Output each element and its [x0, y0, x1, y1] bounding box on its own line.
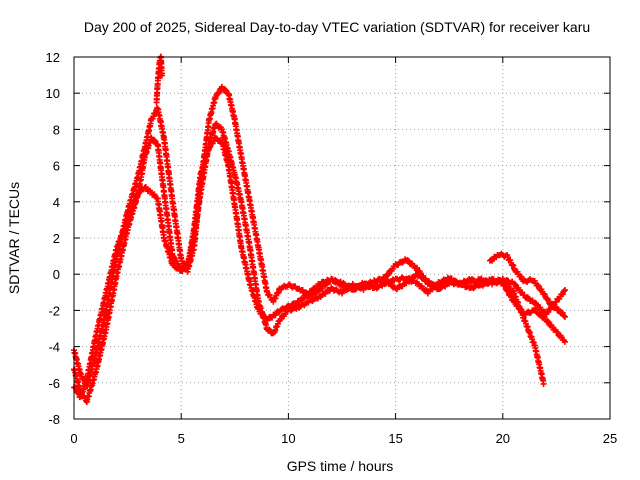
data-point [552, 303, 559, 310]
data-point [561, 287, 568, 294]
data-point [410, 275, 417, 282]
data-point [540, 380, 547, 387]
data-point [535, 282, 542, 289]
data-point [545, 319, 552, 326]
data-point [541, 291, 548, 298]
x-tick-label: 15 [388, 431, 402, 446]
data-point [536, 310, 543, 317]
data-point [561, 313, 568, 320]
x-tick-labels: 0 5 10 15 20 25 [70, 431, 617, 446]
y-tick-label: -4 [48, 340, 60, 355]
data-point [151, 137, 158, 144]
data-point [561, 288, 568, 295]
data-point [518, 273, 525, 280]
data-point [560, 291, 567, 298]
data-point [158, 72, 165, 79]
data-point [440, 282, 447, 289]
series-track-1 [71, 83, 568, 390]
data-point [404, 256, 411, 263]
x-tick-label: 25 [603, 431, 617, 446]
data-point [414, 264, 421, 271]
chart-title: Day 200 of 2025, Sidereal Day-to-day VTE… [84, 19, 590, 35]
y-tick-label: 4 [53, 195, 60, 210]
data-point [309, 288, 316, 295]
data-point [71, 384, 78, 391]
x-tick-label: 10 [281, 431, 295, 446]
data-point [263, 288, 270, 295]
data-point [212, 94, 219, 101]
data-point [384, 272, 391, 279]
x-tick-label: 0 [70, 431, 77, 446]
x-tick-label: 5 [178, 431, 185, 446]
data-point [561, 338, 568, 345]
data-point [553, 298, 560, 305]
data-point [554, 329, 561, 336]
data-point [308, 289, 315, 296]
series-track-5 [486, 250, 568, 320]
y-tick-label: 6 [53, 159, 60, 174]
y-tick-label: -6 [48, 376, 60, 391]
y-tick-label: 0 [53, 267, 60, 282]
y-axis-label: SDTVAR / TECUs [6, 182, 22, 294]
data-marks [71, 53, 568, 406]
series-track-4 [153, 53, 165, 106]
data-point [206, 144, 213, 151]
y-tick-label: 12 [46, 50, 60, 65]
x-tick-label: 20 [496, 431, 510, 446]
y-tick-label: -8 [48, 412, 60, 427]
data-point [259, 310, 266, 317]
data-point [385, 271, 392, 278]
data-point [222, 86, 229, 93]
series-track-3 [71, 134, 547, 401]
data-point [512, 281, 519, 288]
data-point [560, 312, 567, 319]
plot-frame [73, 56, 611, 420]
y-tick-label: 8 [53, 122, 60, 137]
y-tick-labels: -8 -6 -4 -2 0 2 4 6 8 10 12 [46, 50, 60, 427]
series-track-2 [71, 120, 568, 406]
data-point [545, 296, 552, 303]
grid-lines [74, 57, 610, 419]
data-point [405, 257, 412, 264]
data-point [313, 289, 320, 296]
data-point [216, 89, 223, 96]
y-tick-label: 10 [46, 86, 60, 101]
y-tick-label: -2 [48, 303, 60, 318]
data-point [266, 326, 273, 333]
data-point [277, 316, 284, 323]
data-point [421, 275, 428, 282]
x-axis-label: GPS time / hours [287, 458, 394, 474]
data-point [544, 318, 551, 325]
y-tick-label: 2 [53, 231, 60, 246]
